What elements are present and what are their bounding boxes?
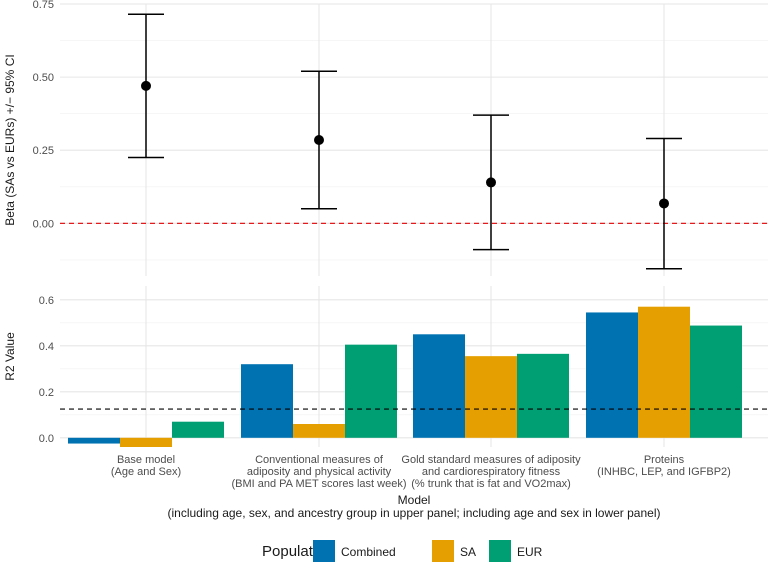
bar-combined-1	[241, 364, 293, 438]
x-category-label: Base model	[117, 454, 175, 466]
legend-label-eur: EUR	[517, 545, 543, 559]
lower-y-axis-title: R2 Value	[3, 332, 17, 381]
x-axis-subtitle: (including age, sex, and ancestry group …	[168, 506, 661, 520]
upper-y-tick-label: 0.00	[33, 218, 54, 230]
lower-y-tick-label: 0.0	[39, 433, 54, 445]
x-category-label: and cardiorespiratory fitness	[422, 466, 561, 478]
lower-y-tick-label: 0.2	[39, 387, 54, 399]
legend-swatch-sa	[432, 540, 454, 562]
x-category-label: adiposity and physical activity	[247, 466, 392, 478]
bar-sa-3	[638, 306, 690, 438]
bar-eur-3	[690, 325, 742, 438]
x-category-label: (INHBC, LEP, and IGFBP2)	[597, 466, 731, 478]
upper-y-tick-label: 0.25	[33, 145, 54, 157]
x-category-label: (BMI and PA MET scores last week)	[231, 478, 406, 490]
bar-sa-0	[120, 437, 172, 447]
bar-sa-2	[465, 356, 517, 438]
beta-point-1	[314, 135, 324, 145]
bar-sa-1	[293, 424, 345, 438]
upper-y-tick-label: 0.75	[33, 0, 54, 11]
x-category-label: (% trunk that is fat and VO2max)	[411, 478, 571, 490]
x-category-label: (Age and Sex)	[111, 466, 181, 478]
legend-label-combined: Combined	[341, 545, 396, 559]
bar-combined-2	[413, 334, 465, 438]
lower-y-tick-label: 0.4	[39, 341, 54, 353]
beta-point-3	[659, 198, 669, 209]
x-axis-title: Model	[398, 493, 431, 507]
upper-y-axis-title: Beta (SAs vs EURs) +/− 95% CI	[3, 54, 17, 225]
beta-point-2	[486, 177, 496, 188]
bar-eur-1	[345, 344, 397, 438]
bar-combined-0	[68, 437, 120, 444]
x-category-label: Proteins	[644, 454, 685, 466]
lower-y-tick-label: 0.6	[39, 295, 54, 307]
x-category-label: Conventional measures of	[255, 454, 384, 466]
legend-swatch-eur	[489, 540, 511, 562]
bar-eur-2	[517, 353, 569, 438]
beta-point-0	[141, 80, 151, 91]
x-category-label: Gold standard measures of adiposity	[401, 454, 581, 466]
legend-label-sa: SA	[460, 545, 476, 559]
upper-y-tick-label: 0.50	[33, 72, 54, 84]
bar-combined-3	[586, 312, 638, 438]
legend-swatch-combined	[313, 540, 335, 562]
bar-eur-0	[172, 421, 224, 438]
